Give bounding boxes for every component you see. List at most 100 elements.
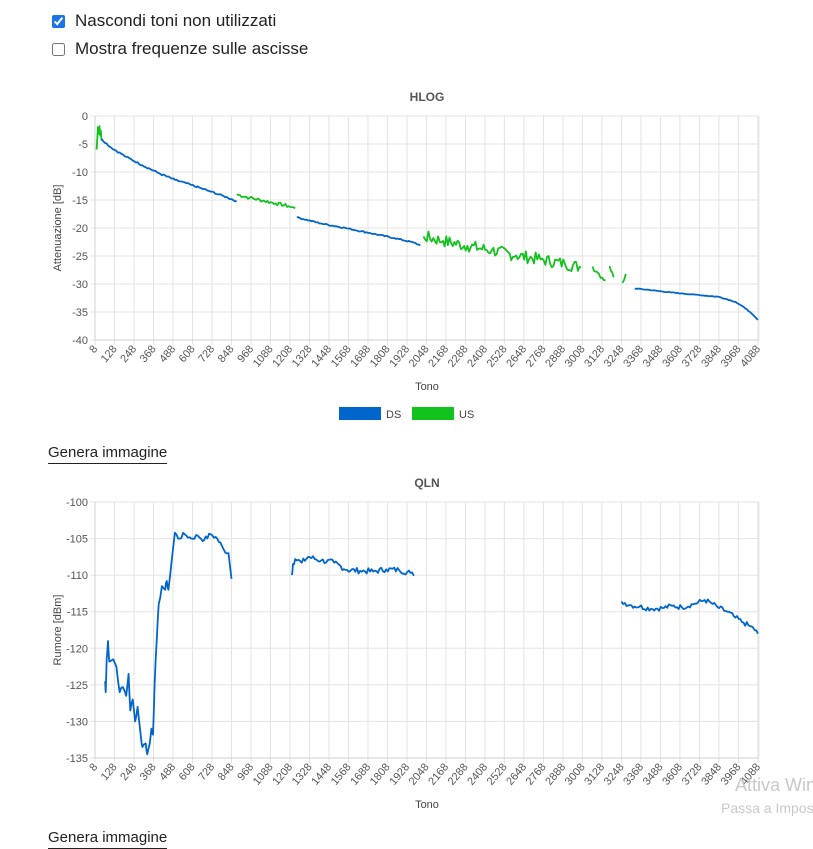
x-tick-label: 1568 — [329, 761, 354, 787]
x-tick-label: 1928 — [387, 761, 412, 787]
series-ds-line — [291, 555, 415, 577]
x-tick-label: 128 — [99, 761, 120, 783]
x-tick-label: 3128 — [582, 343, 607, 369]
x-axis-label: Tono — [415, 799, 439, 811]
x-tick-label: 1808 — [368, 761, 393, 787]
legend-swatch-ds[interactable] — [339, 407, 381, 420]
x-tick-label: 2888 — [543, 343, 568, 369]
x-tick-label: 2648 — [504, 343, 529, 369]
series-ds-line — [296, 216, 421, 247]
x-tick-label: 3848 — [699, 761, 724, 787]
series-ds-line — [634, 287, 759, 321]
x-tick-label: 368 — [138, 343, 159, 365]
x-tick-label: 1448 — [309, 761, 334, 787]
y-tick-label: -25 — [72, 251, 88, 263]
x-tick-label: 2768 — [524, 761, 549, 787]
x-tick-label: 3488 — [641, 343, 666, 369]
qln-chart: QLN-100-105-110-115-120-125-130-13581282… — [52, 476, 763, 811]
y-tick-label: -15 — [72, 195, 88, 207]
series-us-line — [608, 265, 615, 278]
x-tick-label: 3728 — [680, 343, 705, 369]
series-us-line — [236, 193, 296, 210]
y-tick-label: -130 — [66, 716, 88, 728]
x-tick-label: 3008 — [563, 343, 588, 369]
x-tick-label: 3728 — [680, 761, 705, 787]
y-axis-label: Attenuazione [dB] — [52, 185, 64, 272]
y-tick-label: -5 — [78, 139, 88, 151]
legend-label-us[interactable]: US — [459, 409, 474, 421]
y-tick-label: 0 — [82, 111, 88, 123]
series-us-line — [95, 125, 103, 150]
x-tick-label: 2768 — [524, 343, 549, 369]
hlog-chart: HLOG 0 -5 -10 -15 -20 -25 -30 -35 -40812824836848… — [52, 90, 763, 421]
hide-unused-option[interactable]: Nascondi toni non utilizzati — [52, 11, 276, 31]
x-tick-label: 2648 — [504, 761, 529, 787]
y-tick-label: -10 — [72, 167, 88, 179]
x-tick-label: 3608 — [660, 343, 685, 369]
x-axis-label: Tono — [415, 381, 439, 393]
x-tick-label: 1208 — [270, 761, 295, 787]
x-tick-label: 248 — [118, 761, 139, 783]
x-tick-label: 3008 — [563, 761, 588, 787]
y-tick-label: -100 — [66, 497, 88, 509]
x-tick-label: 4088 — [738, 343, 763, 369]
legend-label-ds[interactable]: DS — [386, 409, 401, 421]
x-tick-label: 3248 — [602, 343, 627, 369]
x-tick-label: 1328 — [290, 761, 315, 787]
x-tick-label: 3608 — [660, 761, 685, 787]
x-tick-label: 2528 — [485, 761, 510, 787]
generate-image-button-qln[interactable]: Genera immagine — [48, 829, 168, 849]
x-tick-label: 728 — [196, 761, 217, 783]
x-tick-label: 488 — [157, 761, 178, 783]
x-tick-label: 3128 — [582, 761, 607, 787]
y-tick-label: -135 — [66, 753, 88, 765]
x-tick-label: 8 — [87, 761, 100, 773]
hide-unused-label: Nascondi toni non utilizzati — [75, 11, 277, 30]
x-tick-label: 1688 — [348, 343, 373, 369]
x-tick-label: 1088 — [251, 761, 276, 787]
x-tick-label: 1328 — [290, 343, 315, 369]
series-ds-line — [100, 138, 237, 203]
x-tick-label: 2048 — [407, 761, 432, 787]
show-frequencies-label: Mostra frequenze sulle ascisse — [75, 39, 309, 58]
x-tick-label: 3368 — [621, 343, 646, 369]
x-tick-label: 2408 — [465, 343, 490, 369]
show-frequencies-option[interactable]: Mostra frequenze sulle ascisse — [52, 39, 308, 59]
y-tick-label: -40 — [72, 335, 88, 347]
x-tick-label: 2168 — [426, 761, 451, 787]
series-us-line — [422, 230, 582, 272]
x-tick-label: 3248 — [602, 761, 627, 787]
x-tick-label: 2528 — [485, 343, 510, 369]
x-tick-label: 1688 — [348, 761, 373, 787]
chart-title: QLN — [414, 476, 439, 490]
chart-title: HLOG — [410, 90, 445, 104]
x-tick-label: 848 — [216, 761, 237, 783]
x-tick-label: 3488 — [641, 761, 666, 787]
x-tick-label: 608 — [177, 761, 198, 783]
x-tick-label: 2288 — [446, 761, 471, 787]
x-tick-label: 488 — [157, 343, 178, 365]
x-tick-label: 3848 — [699, 343, 724, 369]
y-tick-label: -110 — [67, 570, 88, 582]
x-tick-label: 1448 — [309, 343, 334, 369]
x-tick-label: 728 — [196, 343, 217, 365]
x-tick-label: 1208 — [270, 343, 295, 369]
show-frequencies-checkbox[interactable] — [52, 42, 65, 56]
x-tick-label: 1928 — [387, 343, 412, 369]
series-ds-line — [620, 598, 759, 635]
series-us-line — [591, 266, 606, 281]
generate-image-button-hlog[interactable]: Genera immagine — [48, 444, 168, 464]
legend-swatch-us[interactable] — [412, 407, 454, 420]
x-tick-label: 2288 — [446, 343, 471, 369]
hide-unused-checkbox[interactable] — [52, 14, 65, 28]
y-tick-label: -20 — [72, 223, 88, 235]
y-tick-label: -105 — [66, 534, 88, 546]
x-tick-label: 248 — [118, 343, 139, 365]
y-axis-label: Rumore [dBm] — [52, 595, 64, 666]
x-tick-label: 2408 — [465, 761, 490, 787]
x-tick-label: 128 — [99, 343, 120, 365]
x-tick-label: 3968 — [719, 343, 744, 369]
y-tick-label: -35 — [72, 307, 88, 319]
x-tick-label: 2888 — [543, 761, 568, 787]
watermark-line-1: Attiva Win — [735, 775, 813, 795]
